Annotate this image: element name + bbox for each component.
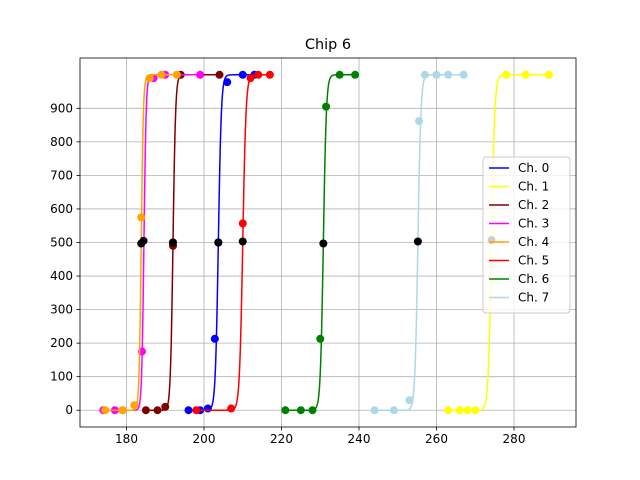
y-tick-label: 700	[50, 168, 73, 182]
x-tick-label: 180	[115, 432, 138, 446]
series-4	[101, 70, 181, 415]
plot-area	[99, 70, 553, 415]
legend-entry: Ch. 2	[489, 198, 549, 212]
data-point	[521, 70, 530, 79]
y-tick-label: 0	[65, 403, 73, 417]
data-point	[415, 117, 424, 126]
legend-label: Ch. 2	[518, 198, 549, 212]
data-point	[172, 70, 181, 79]
data-point	[238, 70, 247, 79]
x-tick-label: 220	[270, 432, 293, 446]
legend-entry: Ch. 0	[489, 161, 549, 175]
data-point	[463, 406, 472, 415]
data-point	[432, 70, 441, 79]
series-6	[281, 70, 360, 415]
data-point	[459, 70, 468, 79]
legend-entry: Ch. 6	[489, 272, 549, 286]
data-point	[455, 406, 464, 415]
y-tick-label: 800	[50, 135, 73, 149]
legend-label: Ch. 4	[518, 235, 549, 249]
data-point	[444, 406, 453, 415]
legend-entry: Ch. 3	[489, 217, 549, 231]
series-7	[370, 70, 468, 415]
data-point	[227, 404, 236, 413]
data-point	[420, 70, 429, 79]
x-tick-label: 200	[193, 432, 216, 446]
x-tick-label: 280	[503, 432, 526, 446]
legend-label: Ch. 7	[518, 291, 549, 305]
axes: 180 200 220 240 260 280 0 100 200 300 400 500 600 700…	[50, 57, 577, 446]
data-point	[322, 102, 331, 111]
y-tick-label: 400	[50, 269, 73, 283]
x-tick-label: 240	[348, 432, 371, 446]
data-point	[161, 402, 170, 411]
data-point	[296, 406, 305, 415]
legend: Ch. 0 Ch. 1 Ch. 2 Ch. 3 Ch. 4 Ch. 5 Ch. 6 Ch. 7	[482, 156, 571, 314]
legend-label: Ch. 1	[518, 180, 549, 194]
legend-label: Ch. 0	[518, 161, 549, 175]
data-point	[184, 406, 193, 415]
data-point	[254, 70, 263, 79]
data-point	[118, 406, 127, 415]
data-point	[137, 213, 146, 222]
y-tick-label: 600	[50, 202, 73, 216]
data-point	[370, 406, 379, 415]
y-tick-label: 100	[50, 370, 73, 384]
half-point	[137, 239, 146, 248]
data-point	[101, 406, 110, 415]
half-point	[169, 238, 177, 247]
legend-label: Ch. 6	[518, 272, 549, 286]
data-point	[544, 70, 553, 79]
data-point	[130, 401, 139, 410]
data-point	[196, 70, 205, 79]
legend-entry: Ch. 4	[489, 235, 549, 249]
y-tick-label: 200	[50, 336, 73, 350]
half-point	[214, 238, 223, 247]
legend-entry: Ch. 5	[489, 254, 549, 268]
half-point	[413, 237, 422, 246]
data-point	[265, 70, 274, 79]
data-point	[502, 70, 511, 79]
x-tick-label: 260	[425, 432, 448, 446]
half-point	[238, 237, 247, 246]
y-tick-label: 900	[50, 101, 73, 115]
data-point	[444, 70, 453, 79]
series-5	[192, 70, 274, 415]
legend-entry: Ch. 7	[489, 291, 549, 305]
data-point	[281, 406, 290, 415]
legend-entry: Ch. 1	[489, 180, 549, 194]
data-point	[215, 70, 224, 79]
data-point	[157, 70, 166, 79]
data-point	[141, 406, 150, 415]
data-point	[246, 74, 255, 83]
y-tick-label: 300	[50, 303, 73, 317]
data-point	[238, 219, 247, 228]
data-point	[145, 74, 154, 83]
chart-title: Chip 6	[305, 37, 351, 53]
data-point	[153, 406, 162, 415]
data-point	[471, 406, 480, 415]
data-point	[405, 396, 414, 405]
legend-label: Ch. 3	[518, 217, 549, 231]
data-point	[335, 70, 344, 79]
legend-box	[482, 156, 571, 314]
half-point	[319, 239, 328, 248]
data-point	[308, 406, 317, 415]
y-tick-label: 500	[50, 236, 73, 250]
data-point	[223, 78, 232, 87]
data-point	[192, 406, 201, 415]
data-point	[389, 406, 398, 415]
legend-label: Ch. 5	[518, 254, 549, 268]
data-point	[203, 404, 212, 413]
data-point	[351, 70, 360, 79]
data-point	[210, 334, 219, 343]
data-point	[316, 334, 325, 343]
